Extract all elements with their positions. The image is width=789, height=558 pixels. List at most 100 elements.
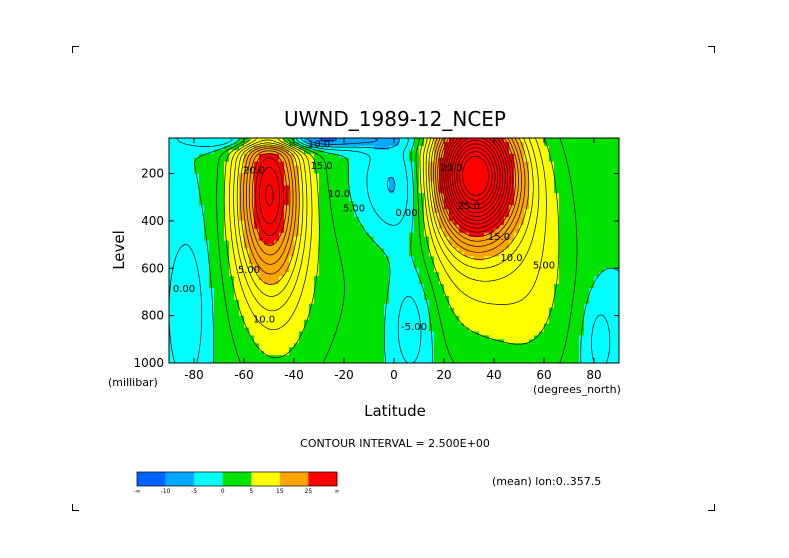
contour-cell bbox=[264, 315, 270, 321]
contour-cell bbox=[274, 280, 280, 285]
contour-cell bbox=[369, 260, 375, 265]
contour-cell bbox=[254, 303, 260, 309]
contour-cell bbox=[549, 216, 555, 222]
contour-cell bbox=[399, 189, 405, 194]
contour-cell bbox=[439, 213, 445, 218]
contour-cell bbox=[314, 236, 320, 242]
contour-cell bbox=[274, 299, 280, 305]
contour-cell bbox=[194, 323, 200, 329]
contour-cell bbox=[374, 149, 380, 155]
contour-cell bbox=[179, 355, 185, 360]
contour-cell bbox=[344, 205, 350, 210]
contour-cell bbox=[364, 303, 370, 309]
contour-cell bbox=[429, 216, 435, 222]
contour-cell bbox=[464, 224, 470, 230]
contour-cell bbox=[174, 157, 180, 163]
contour-cell bbox=[474, 216, 480, 222]
contour-cell bbox=[189, 157, 195, 163]
contour-cell bbox=[379, 339, 385, 344]
contour-cell bbox=[504, 288, 510, 293]
contour-cell bbox=[244, 327, 250, 333]
contour-cell bbox=[464, 201, 470, 206]
contour-cell bbox=[244, 355, 250, 360]
contour-cell bbox=[374, 272, 380, 277]
contour-cell bbox=[449, 291, 455, 297]
contour-cell bbox=[549, 319, 555, 325]
contour-cell bbox=[529, 252, 535, 258]
contour-cell bbox=[549, 323, 555, 329]
contour-cell bbox=[179, 145, 185, 151]
contour-cell bbox=[489, 311, 495, 317]
contour-cell bbox=[219, 284, 225, 289]
contour-cell bbox=[289, 181, 295, 186]
contour-cell bbox=[194, 165, 200, 171]
contour-cell bbox=[289, 323, 295, 329]
contour-cell bbox=[244, 351, 250, 356]
contour-cell bbox=[314, 209, 320, 214]
contour-cell bbox=[509, 295, 515, 301]
contour-cell bbox=[609, 240, 615, 246]
contour-cell bbox=[489, 252, 495, 258]
contour-cell bbox=[414, 272, 420, 277]
contour-cell bbox=[419, 256, 425, 261]
contour-cell bbox=[569, 323, 575, 329]
contour-cell bbox=[454, 205, 460, 210]
contour-cell bbox=[314, 228, 320, 234]
contour-cell bbox=[474, 165, 480, 171]
contour-cell bbox=[239, 149, 245, 155]
contour-cell bbox=[304, 280, 310, 285]
contour-cell bbox=[409, 272, 415, 277]
contour-cell bbox=[614, 240, 619, 246]
contour-cell bbox=[469, 193, 475, 198]
contour-cell bbox=[584, 185, 590, 190]
contour-cell bbox=[524, 209, 530, 214]
contour-cell bbox=[484, 181, 490, 186]
contour-cell bbox=[474, 205, 480, 210]
contour-cell bbox=[469, 205, 475, 210]
contour-cell bbox=[579, 268, 585, 273]
contour-cell bbox=[299, 236, 305, 242]
contour-cell bbox=[369, 299, 375, 305]
contour-cell bbox=[219, 331, 225, 336]
contour-cell bbox=[399, 319, 405, 325]
contour-cell bbox=[559, 224, 565, 230]
contour-cell bbox=[574, 209, 580, 214]
contour-cell bbox=[599, 276, 605, 281]
contour-cell bbox=[279, 288, 285, 293]
contour-cell bbox=[499, 323, 505, 329]
contour-cell bbox=[259, 256, 265, 261]
contour-cell bbox=[249, 224, 255, 230]
contour-cell bbox=[464, 173, 470, 179]
contour-cell bbox=[414, 276, 420, 281]
contour-cell bbox=[444, 291, 450, 297]
contour-cell bbox=[184, 173, 190, 179]
contour-cell bbox=[289, 205, 295, 210]
contour-cell bbox=[594, 236, 600, 242]
contour-cell bbox=[594, 240, 600, 246]
contour-cell bbox=[259, 177, 265, 183]
contour-cell bbox=[534, 181, 540, 186]
contour-cell bbox=[289, 213, 295, 218]
contour-cell bbox=[184, 185, 190, 190]
contour-cell bbox=[224, 323, 230, 329]
contour-cell bbox=[384, 169, 390, 175]
contour-cell bbox=[559, 145, 565, 151]
contour-cell bbox=[449, 193, 455, 198]
contour-cell bbox=[324, 224, 330, 230]
contour-cell bbox=[459, 145, 465, 151]
contour-cell bbox=[239, 185, 245, 190]
contour-cell bbox=[409, 181, 415, 186]
contour-cell bbox=[599, 240, 605, 246]
contour-cell bbox=[409, 153, 415, 159]
contour-cell bbox=[224, 339, 230, 344]
contour-cell bbox=[374, 351, 380, 356]
contour-cell bbox=[374, 331, 380, 336]
contour-cell bbox=[594, 307, 600, 313]
contour-cell bbox=[189, 232, 195, 238]
contour-cell bbox=[339, 315, 345, 321]
contour-cell bbox=[254, 280, 260, 285]
contour-cell bbox=[194, 224, 200, 230]
contour-cell bbox=[424, 276, 430, 281]
contour-cell bbox=[194, 331, 200, 336]
contour-cell bbox=[529, 327, 535, 333]
